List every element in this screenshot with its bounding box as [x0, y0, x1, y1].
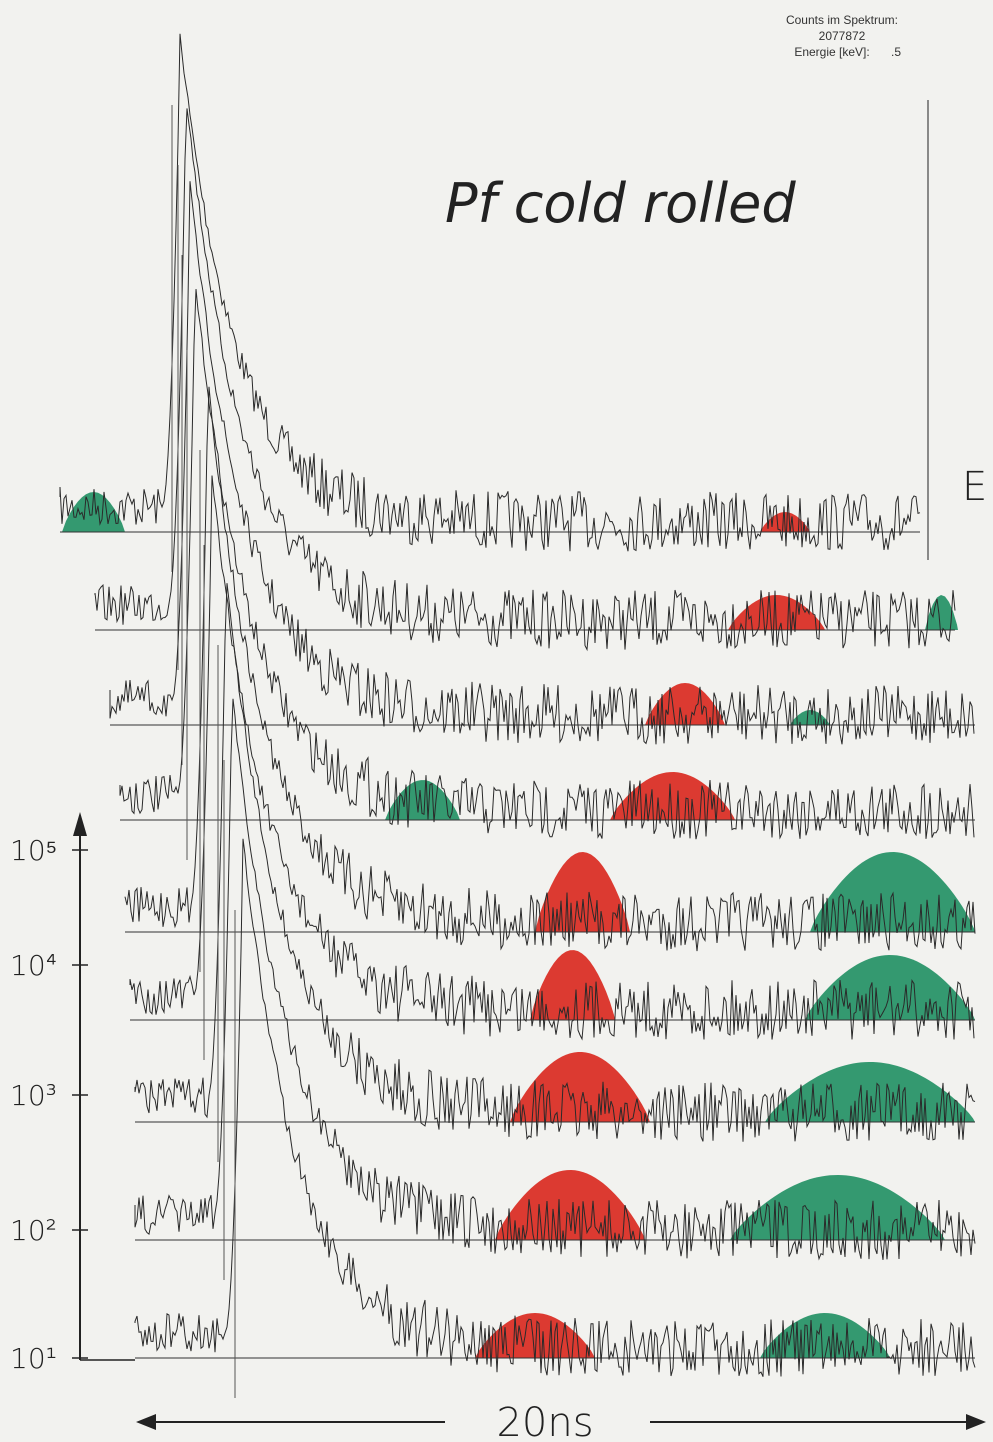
axis-tick-label: 10³ [10, 1079, 57, 1112]
trace [134, 838, 976, 1377]
axis-tick-label: 10⁴ [10, 949, 57, 982]
y-arrow [73, 812, 87, 836]
scale-label: 20ns [496, 1400, 593, 1442]
highlight [645, 683, 725, 725]
trace [134, 698, 976, 1261]
highlight [62, 492, 125, 532]
highlight [495, 1170, 645, 1240]
counts-label: Counts im Spektrum: [786, 13, 898, 27]
traces [59, 33, 976, 1398]
trace [124, 386, 976, 952]
highlight [810, 852, 975, 932]
highlight [790, 710, 830, 725]
axis-tick-label: 10² [10, 1214, 57, 1247]
highlight [535, 852, 630, 932]
trace [109, 181, 975, 745]
trace [94, 108, 956, 652]
trace [129, 475, 975, 1041]
counts-value: 2077872 [819, 29, 866, 43]
scale-arrow-left [136, 1414, 156, 1430]
highlight [530, 950, 615, 1020]
highlight [925, 595, 958, 630]
energy-label: Energie [keV]: [794, 45, 869, 59]
axis-tick-label: 10¹ [10, 1342, 57, 1375]
side-label: E [962, 464, 987, 510]
trace [134, 583, 976, 1142]
energy-value: .5 [891, 45, 901, 59]
highlight [385, 780, 460, 820]
title: Pf cold rolled [445, 172, 796, 235]
axis-tick-label: 10⁵ [10, 834, 57, 867]
trace [59, 33, 921, 552]
highlight [728, 595, 825, 630]
scale-arrow-right [966, 1414, 986, 1430]
highlight [765, 1062, 975, 1122]
axis-ticks: 10⁵ 10⁴ 10³ 10² 10¹ [10, 834, 88, 1375]
highlight [510, 1052, 650, 1122]
trace [119, 289, 975, 840]
